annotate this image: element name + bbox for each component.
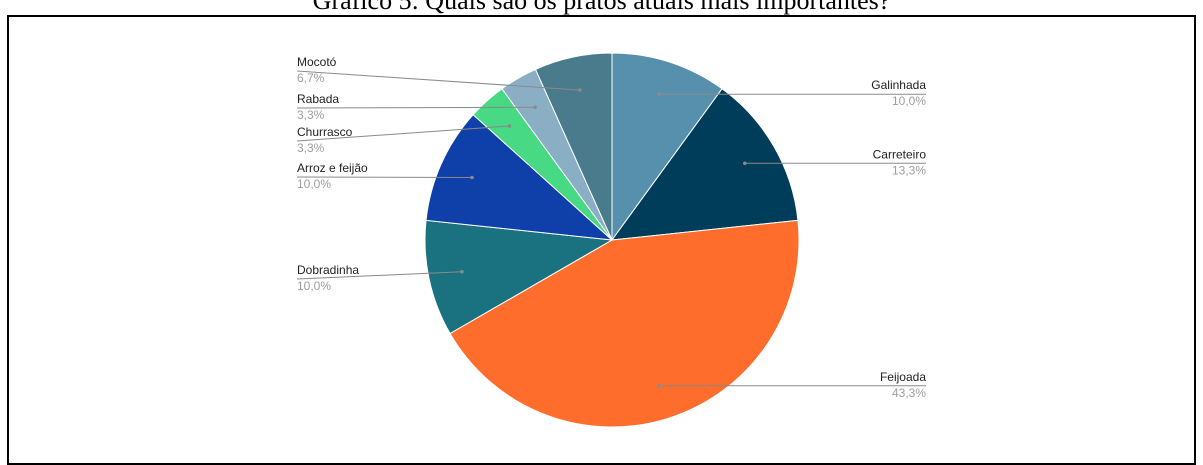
callout-mocoto: Mocotó 6,7% (296, 55, 582, 92)
callout-carreteiro: Carreteiro 13,3% (743, 147, 926, 177)
slice-percent: 43,3% (892, 386, 926, 400)
slice-percent: 3,3% (297, 108, 325, 122)
callout-rabada: Rabada 3,3% (296, 92, 537, 122)
slice-percent: 6,7% (297, 71, 325, 85)
pie-slice-galinhada (611, 52, 723, 242)
slice-percent: 10,0% (297, 279, 331, 293)
callout-arroz-e-feijao: Arroz e feijão 10,0% (296, 161, 474, 191)
slice-percent: 10,0% (297, 177, 331, 191)
pie-slice-carreteiro (610, 88, 799, 241)
callout-dot (533, 105, 537, 110)
callout-dot (657, 92, 662, 96)
callout-dot (460, 270, 464, 274)
slice-percent: 10,0% (892, 94, 926, 108)
slice-label: Carreteiro (873, 147, 927, 161)
callout-dot (657, 384, 662, 388)
slice-label: Dobradinha (297, 263, 359, 277)
callout-line (296, 125, 510, 142)
slice-label: Arroz e feijão (297, 161, 368, 175)
callout-dobradinha: Dobradinha 10,0% (296, 263, 464, 293)
callout-line (296, 271, 463, 280)
callouts: Galinhada 10,0% Carreteiro 13,3% Feijoada 43,… (296, 55, 926, 400)
slice-percent: 3,3% (297, 141, 325, 155)
slice-percent: 13,3% (892, 163, 926, 177)
chart-caption: Gráfico 5: Quais são os pratos atuais ma… (312, 0, 891, 15)
chart-frame: Galinhada 10,0% Carreteiro 13,3% Feijoada 43,… (7, 15, 1196, 465)
pie-slice-feijoada (449, 219, 800, 428)
callout-dot (743, 161, 747, 166)
slice-label: Mocotó (297, 55, 337, 69)
pie-slice-mocoto (534, 52, 613, 241)
callout-line (296, 176, 473, 178)
slice-label: Rabada (297, 92, 339, 106)
callout-churrasco: Churrasco 3,3% (296, 124, 512, 155)
callout-dot (578, 88, 582, 92)
slice-label: Feijoada (880, 370, 926, 384)
slices (424, 52, 800, 428)
slice-label: Galinhada (871, 78, 926, 92)
callout-feijoada: Feijoada 43,3% (657, 370, 926, 400)
callout-galinhada: Galinhada 10,0% (657, 78, 926, 108)
pie-slice-dobradinha (424, 219, 614, 335)
callout-line (296, 106, 536, 109)
callout-dot (507, 124, 512, 128)
slice-label: Churrasco (297, 125, 353, 139)
callout-line (296, 70, 580, 91)
pie-chart: Galinhada 10,0% Carreteiro 13,3% Feijoada 43,… (296, 52, 926, 428)
callout-dot (470, 175, 474, 180)
pie-slice-arroz-e-feijao (425, 113, 614, 241)
